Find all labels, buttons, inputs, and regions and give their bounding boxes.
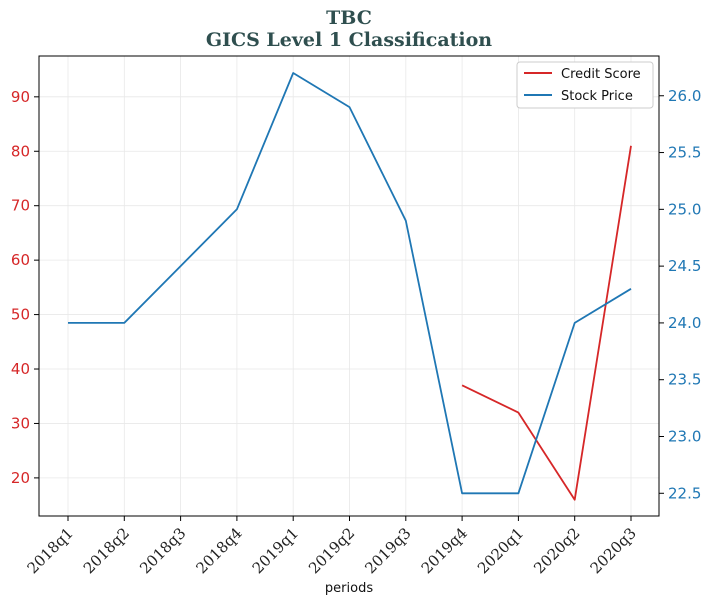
x-tick-label: 2018q1 [24,524,77,577]
left-axis: 20 30 40 50 60 70 80 90 [11,88,39,487]
x-tick-label: 2018q3 [136,524,189,577]
left-tick-label: 20 [11,469,30,487]
x-axis: 2018q1 2018q2 2018q3 2018q4 2019q1 2019q2 2019… [24,516,640,577]
left-tick-label: 30 [11,414,30,432]
x-tick-label: 2020q1 [474,524,527,577]
left-tick-label: 80 [11,142,30,160]
legend-label-credit-score: Credit Score [561,67,641,82]
right-tick-label: 25.0 [668,200,701,218]
right-tick-label: 24.0 [668,314,701,332]
left-tick-label: 90 [11,88,30,106]
chart-subtitle: GICS Level 1 Classification [206,29,492,51]
series-line-credit-score [461,145,632,501]
left-tick-label: 40 [11,360,30,378]
x-tick-label: 2019q1 [249,524,302,577]
grid [39,56,659,516]
series-line-stock-price [68,72,632,495]
legend-label-stock-price: Stock Price [561,89,633,104]
right-tick-label: 26.0 [668,87,701,105]
x-tick-label: 2019q4 [418,524,471,577]
right-tick-label: 25.5 [668,144,701,162]
plot-frame [38,55,660,517]
legend: Credit Score Stock Price [516,61,654,109]
x-axis-label: periods [325,581,373,596]
right-tick-label: 22.5 [668,484,701,502]
chart-title: TBC [326,7,372,29]
x-tick-label: 2020q3 [587,524,640,577]
right-axis: 22.5 23.0 23.5 24.0 24.5 25.0 25.5 26.0 [659,87,701,502]
left-tick-label: 50 [11,306,30,324]
right-tick-label: 23.5 [668,371,701,389]
left-tick-label: 60 [11,251,30,269]
x-tick-label: 2019q2 [305,524,358,577]
x-tick-label: 2020q2 [530,524,583,577]
right-tick-label: 23.0 [668,427,701,445]
x-tick-label: 2018q4 [192,524,245,577]
x-tick-label: 2019q3 [361,524,414,577]
x-tick-label: 2018q2 [80,524,133,577]
right-tick-label: 24.5 [668,257,701,275]
left-tick-label: 70 [11,197,30,215]
series-lines [68,72,632,501]
